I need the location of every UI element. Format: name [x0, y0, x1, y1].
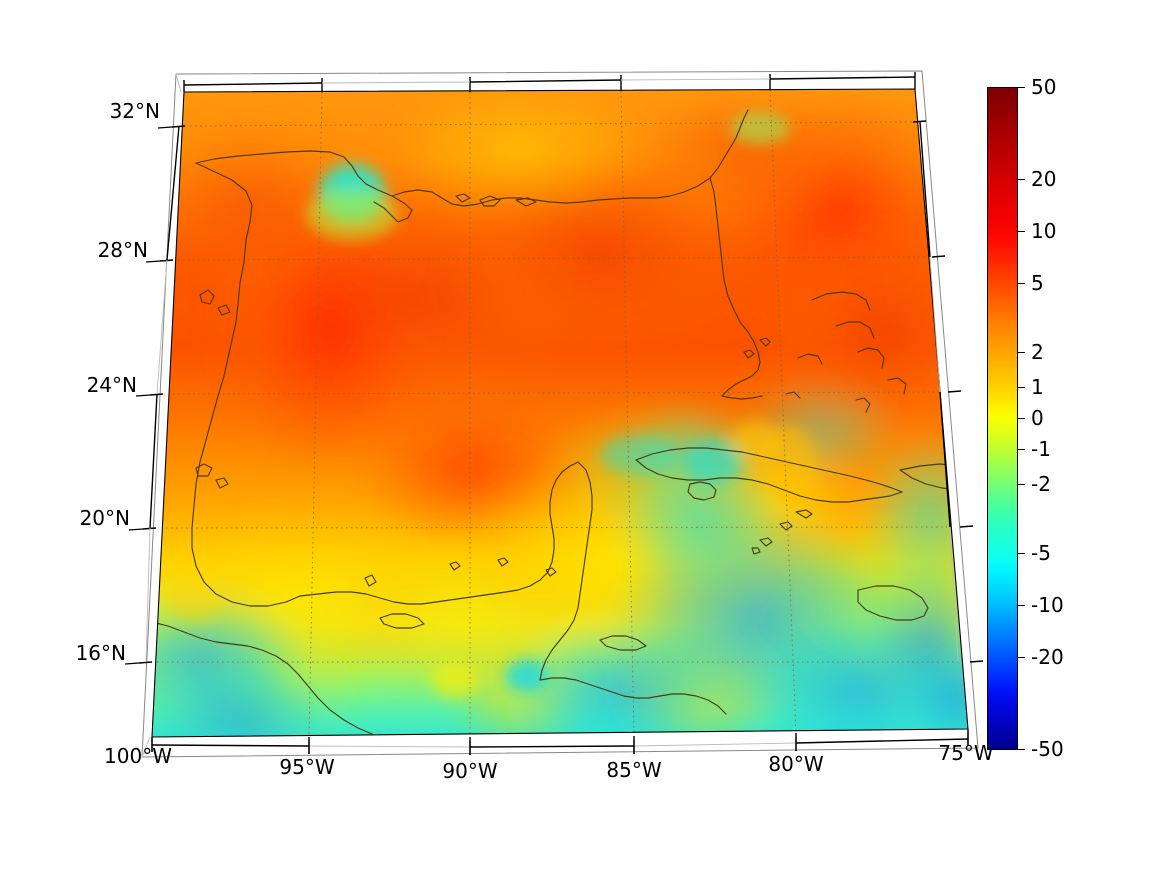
colorbar-label-neg2: -2	[1031, 472, 1051, 496]
colorbar-label-50: 50	[1031, 75, 1057, 99]
colorbar-tick-50	[1018, 87, 1025, 88]
colorbar[interactable]: 50 20 10 5 2 1 0 -1 -2 -5 -10 -20 -50	[987, 77, 1167, 759]
y-tick-label-16n: 16°N	[75, 641, 126, 665]
x-tick-label-75w: 75°W	[938, 741, 994, 765]
colorbar-label-neg20: -20	[1031, 645, 1064, 669]
map-frame	[124, 70, 984, 758]
graticule	[152, 89, 968, 737]
colorbar-label-0: 0	[1031, 406, 1044, 430]
colorbar-label-neg50: -50	[1031, 737, 1064, 761]
colorbar-label-neg10: -10	[1031, 593, 1064, 617]
colorbar-tick-20	[1018, 179, 1025, 180]
colorbar-label-neg5: -5	[1031, 541, 1051, 565]
colorbar-label-5: 5	[1031, 271, 1044, 295]
data-field	[152, 89, 968, 737]
colorbar-tick-neg5	[1018, 553, 1025, 554]
colorbar-label-20: 20	[1031, 167, 1057, 191]
colorbar-tick-neg10	[1018, 605, 1025, 606]
x-tick-label-80w: 80°W	[768, 752, 824, 776]
x-tick-label-95w: 95°W	[279, 755, 335, 779]
colorbar-label-1: 1	[1031, 375, 1044, 399]
colorbar-tick-10	[1018, 231, 1025, 232]
colorbar-tick-5	[1018, 283, 1025, 284]
colorbar-gradient	[987, 87, 1018, 750]
y-tick-label-28n: 28°N	[97, 238, 148, 262]
colorbar-label-2: 2	[1031, 340, 1044, 364]
colorbar-tick-neg20	[1018, 657, 1025, 658]
x-tick-label-90w: 90°W	[442, 759, 498, 783]
y-tick-label-20n: 20°N	[79, 506, 130, 530]
x-tick-label-100w: 100°W	[104, 744, 172, 768]
colorbar-tick-neg50	[1018, 749, 1025, 750]
colorbar-tick-1	[1018, 387, 1025, 388]
colorbar-tick-neg1	[1018, 449, 1025, 450]
x-tick-label-85w: 85°W	[606, 758, 662, 782]
y-tick-label-32n: 32°N	[109, 99, 160, 123]
colorbar-label-10: 10	[1031, 219, 1057, 243]
y-tick-label-24n: 24°N	[86, 373, 137, 397]
colorbar-tick-neg2	[1018, 484, 1025, 485]
colorbar-label-neg1: -1	[1031, 437, 1051, 461]
colorbar-tick-0	[1018, 418, 1025, 419]
colorbar-tick-2	[1018, 352, 1025, 353]
